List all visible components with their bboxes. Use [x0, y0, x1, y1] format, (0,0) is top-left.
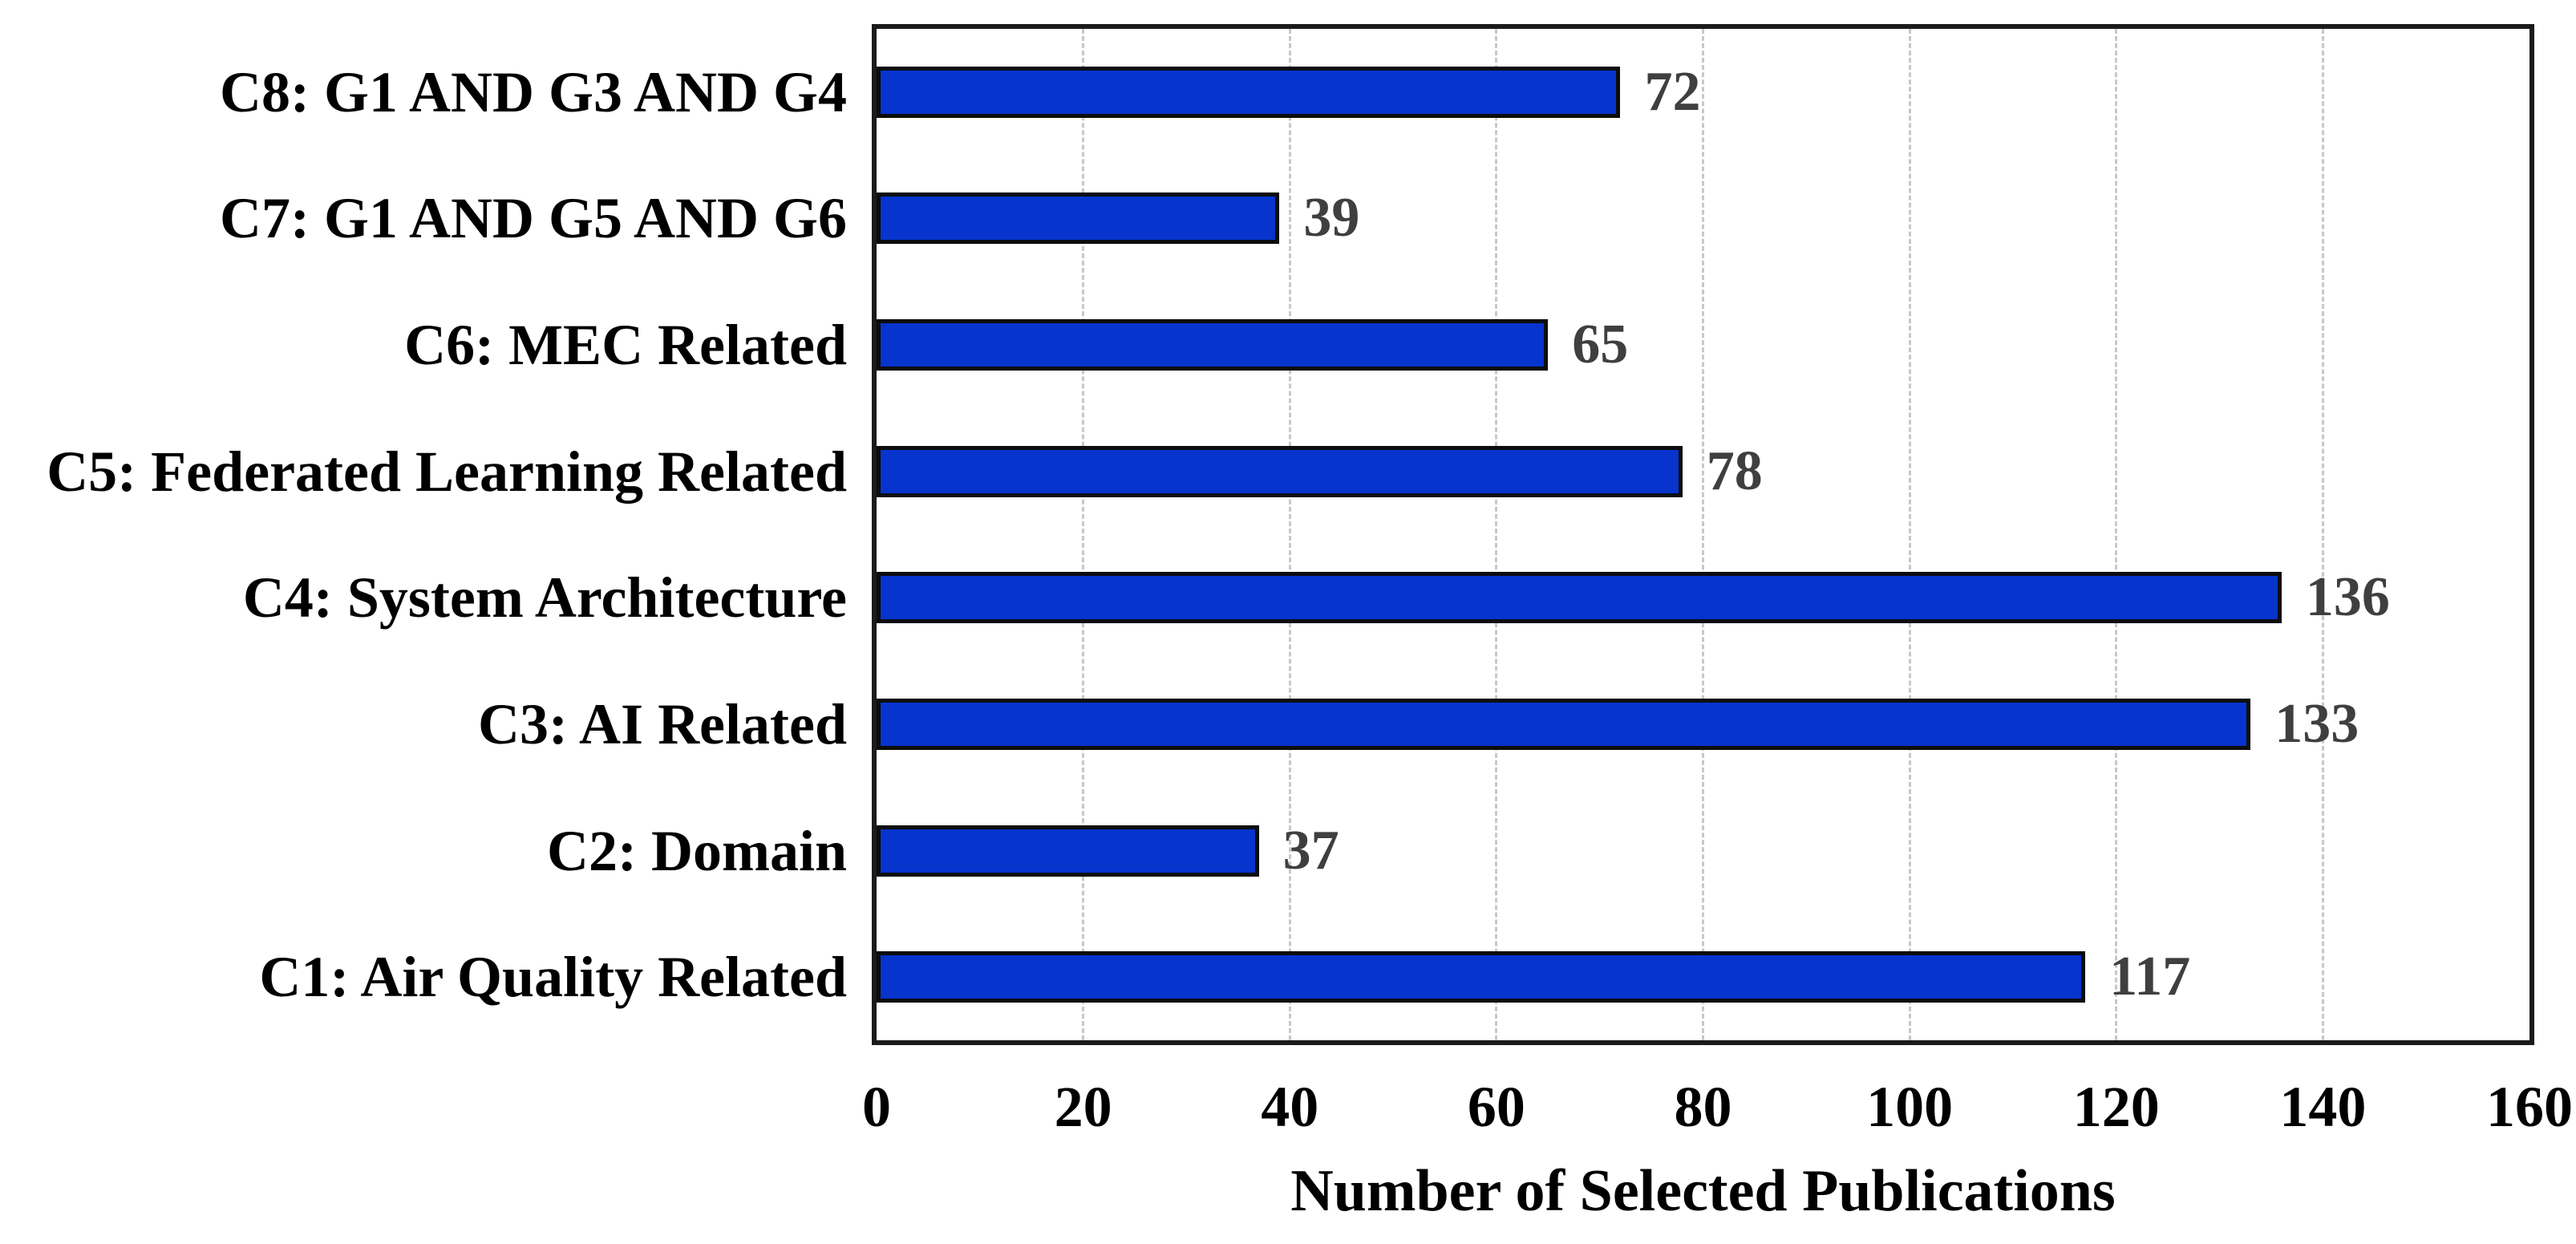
- gridline-x-120: [2115, 29, 2118, 1040]
- bar-c5: [877, 445, 1683, 497]
- x-tick-40: 40: [1261, 1075, 1319, 1139]
- bar-c2: [877, 825, 1259, 877]
- gridline-x-40: [1288, 29, 1291, 1040]
- x-axis-title: Number of Selected Publications: [1290, 1158, 2116, 1224]
- category-label-c6: C6: MEC Related: [404, 313, 847, 378]
- gridline-x-60: [1495, 29, 1498, 1040]
- bar-value-c4: 136: [2305, 566, 2390, 629]
- category-label-c1: C1: Air Quality Related: [259, 945, 847, 1010]
- x-tick-100: 100: [1866, 1075, 1954, 1139]
- bar-c7: [877, 192, 1280, 245]
- x-tick-160: 160: [2486, 1075, 2573, 1139]
- x-tick-80: 80: [1674, 1075, 1732, 1139]
- bar-value-c5: 78: [1706, 440, 1763, 502]
- bar-value-c1: 117: [2109, 946, 2191, 1008]
- bar-c3: [877, 698, 2251, 750]
- category-label-c2: C2: Domain: [547, 818, 847, 883]
- gridline-x-20: [1082, 29, 1085, 1040]
- gridline-x-140: [2321, 29, 2324, 1040]
- gridline-x-100: [1908, 29, 1911, 1040]
- bar-value-c6: 65: [1572, 314, 1629, 376]
- category-label-c5: C5: Federated Learning Related: [47, 439, 847, 504]
- plot-area: [872, 24, 2534, 1045]
- bar-value-c3: 133: [2274, 692, 2359, 755]
- x-tick-20: 20: [1054, 1075, 1112, 1139]
- category-label-c4: C4: System Architecture: [242, 565, 847, 630]
- bar-value-c8: 72: [1644, 60, 1701, 123]
- bar-value-c7: 39: [1303, 187, 1360, 249]
- bar-value-c2: 37: [1282, 819, 1339, 881]
- x-tick-120: 120: [2072, 1075, 2160, 1139]
- bar-c4: [877, 572, 2282, 624]
- category-label-c3: C3: AI Related: [478, 691, 847, 756]
- x-tick-140: 140: [2279, 1075, 2367, 1139]
- gridline-x-80: [1702, 29, 1704, 1040]
- x-tick-0: 0: [862, 1075, 891, 1139]
- bar-c6: [877, 319, 1549, 371]
- x-tick-60: 60: [1467, 1075, 1525, 1139]
- category-label-c7: C7: G1 AND G5 AND G6: [219, 186, 847, 251]
- bar-c1: [877, 951, 2086, 1003]
- bar-c8: [877, 66, 1621, 118]
- category-label-c8: C8: G1 AND G3 AND G4: [219, 59, 847, 124]
